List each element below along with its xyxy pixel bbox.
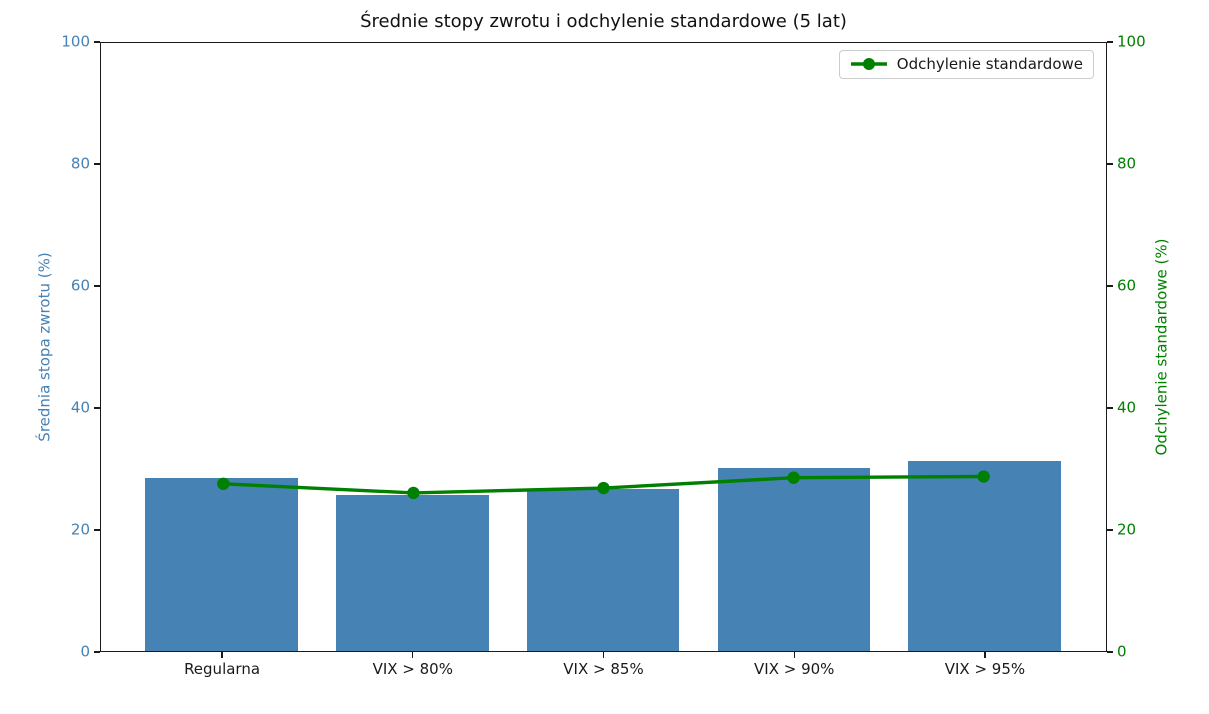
x-tick-label: VIX > 90% [754, 660, 835, 678]
plot-area: Odchylenie standardowe [100, 42, 1107, 652]
x-tick-mark [412, 652, 414, 658]
bar [908, 461, 1061, 651]
y-tick-mark-right [1107, 41, 1113, 43]
bar [526, 488, 680, 651]
y-tick-label-right: 40 [1117, 398, 1137, 417]
line-marker [597, 481, 610, 495]
y-tick-label-left: 100 [61, 32, 90, 51]
y-tick-label-left: 0 [80, 642, 90, 661]
y-tick-label-left: 60 [70, 276, 90, 295]
y-tick-label-right: 60 [1117, 276, 1137, 295]
x-tick-mark [602, 652, 605, 658]
line-marker [407, 486, 420, 500]
bars-layer [101, 43, 1106, 651]
x-tick-label: Regularna [184, 660, 261, 678]
y-tick-label-left: 20 [70, 520, 90, 539]
y-tick-mark-left [94, 529, 100, 531]
y-tick-mark-left [94, 41, 100, 43]
x-tick-mark [793, 652, 795, 658]
legend-label: Odchylenie standardowe [896, 55, 1083, 73]
y-tick-mark-right [1107, 407, 1113, 409]
y-tick-mark-right [1107, 651, 1113, 653]
legend: Odchylenie standardowe [838, 50, 1094, 79]
line-marker [217, 477, 230, 490]
x-tick-label: VIX > 80% [372, 660, 453, 678]
line-marker [787, 471, 800, 484]
bar [145, 478, 299, 651]
x-tick-mark [221, 652, 223, 658]
y-tick-label-right: 100 [1117, 32, 1146, 51]
y-tick-label-right: 80 [1117, 154, 1137, 173]
y-tick-mark-right [1107, 163, 1113, 165]
x-tick-label: VIX > 85% [563, 660, 644, 678]
chart-title: Średnie stopy zwrotu i odchylenie standa… [360, 11, 847, 32]
bar [717, 468, 871, 651]
y-tick-mark-left [94, 163, 100, 165]
x-tick-label: VIX > 95% [944, 660, 1026, 678]
y-axis-right-label: Odchylenie standardowe (%) [1152, 238, 1171, 456]
y-tick-mark-right [1107, 529, 1113, 531]
x-tick-mark [984, 652, 986, 658]
line-marker [977, 470, 990, 483]
y-tick-mark-left [94, 285, 100, 287]
y-tick-mark-left [94, 651, 100, 653]
y-tick-label-right: 20 [1117, 520, 1137, 539]
y-tick-mark-right [1107, 285, 1113, 287]
bar [336, 494, 489, 651]
legend-line-marker-icon [850, 58, 887, 70]
y-tick-label-left: 80 [70, 154, 90, 173]
line-layer [217, 470, 990, 500]
y-tick-label-left: 40 [70, 398, 90, 417]
y-tick-label-right: 0 [1117, 642, 1127, 661]
y-tick-mark-left [94, 407, 100, 409]
